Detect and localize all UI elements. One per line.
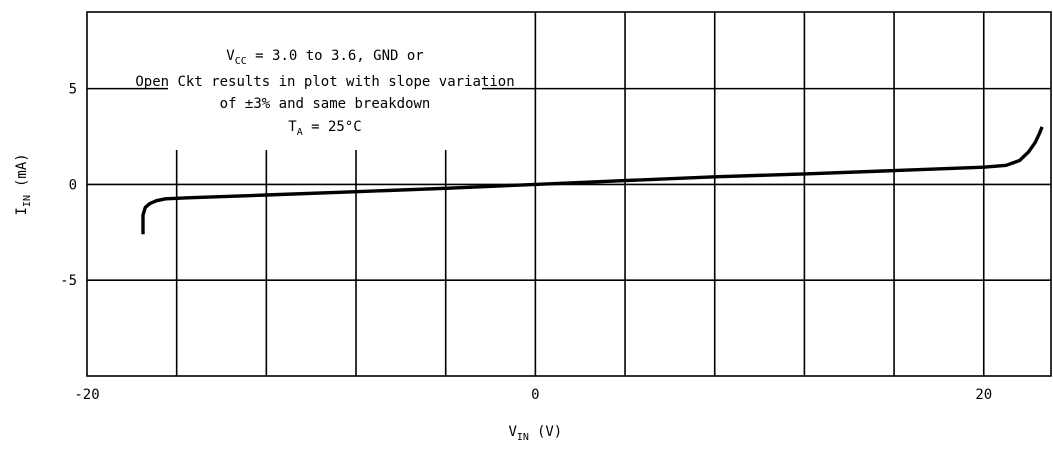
annotation-line-1: VCC = 3.0 to 3.6, GND or <box>226 48 424 67</box>
x-axis-label-main: V <box>508 424 517 440</box>
y-tick-label: -5 <box>60 273 77 289</box>
x-axis-label-unit: (V) <box>537 424 562 440</box>
annotation-line-4: TA = 25°C <box>288 119 361 138</box>
x-tick-label: 20 <box>975 387 992 403</box>
tick-labels: -20 0 20 5 0 -5 <box>60 82 992 403</box>
y-axis-label-unit: (mA) <box>14 153 30 187</box>
x-tick-label: -20 <box>74 387 99 403</box>
y-axis-label-main: I <box>14 207 30 215</box>
annotation-line-4-main: T <box>288 119 297 135</box>
y-tick-label: 0 <box>69 177 77 193</box>
annotation-line-4-subscript: A <box>297 127 303 138</box>
annotation-line-1-subscript: CC <box>235 56 247 67</box>
annotation-line-2: Open Ckt results in plot with slope vari… <box>135 74 514 90</box>
y-tick-label: 5 <box>69 82 77 98</box>
annotation: VCC = 3.0 to 3.6, GND or Open Ckt result… <box>135 48 514 138</box>
y-axis-label-subscript: IN <box>22 195 33 207</box>
annotation-line-3: of ±3% and same breakdown <box>220 96 431 112</box>
annotation-line-1-main: V <box>226 48 235 64</box>
series-line-iin-vs-vin <box>141 126 1044 235</box>
grid-layer <box>87 12 1051 376</box>
plot-frame <box>86 11 1052 377</box>
x-axis-label-subscript: IN <box>517 432 529 443</box>
annotation-line-1-rest: = 3.0 to 3.6, GND or <box>247 48 424 64</box>
x-axis-label: VIN (V) <box>508 424 562 443</box>
x-tick-label: 0 <box>531 387 539 403</box>
y-axis-label: IIN (mA) <box>14 153 33 215</box>
annotation-line-4-rest: = 25°C <box>303 119 362 135</box>
